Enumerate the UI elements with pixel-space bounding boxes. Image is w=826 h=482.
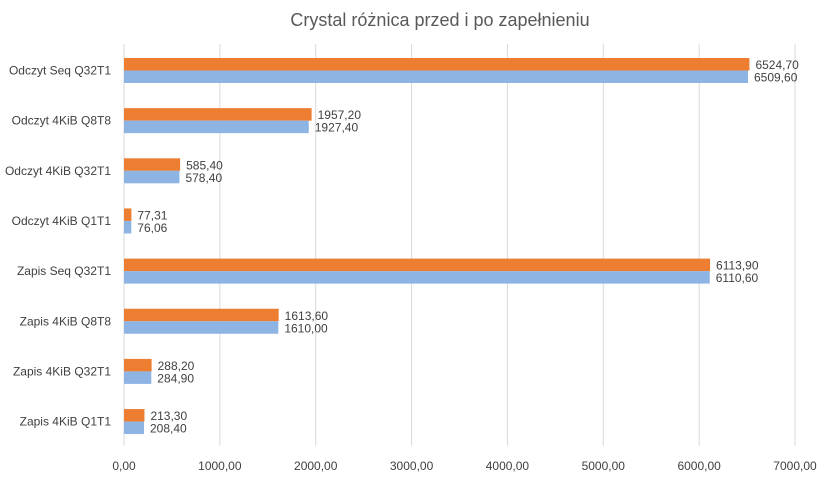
category-label: Odczyt 4KiB Q32T1 — [5, 164, 111, 178]
data-label: 77,31 — [137, 208, 167, 222]
bar — [124, 220, 132, 234]
category-label: Zapis 4KiB Q32T1 — [13, 364, 111, 378]
data-label: 578,40 — [185, 171, 222, 185]
data-label: 6110,60 — [716, 271, 759, 285]
x-tick-label: 4000,00 — [486, 459, 530, 473]
data-label: 6509,60 — [754, 71, 798, 85]
data-label: 284,90 — [157, 371, 194, 385]
bar — [124, 120, 309, 134]
x-tick-label: 2000,00 — [294, 459, 338, 473]
x-tick-label: 0,00 — [112, 459, 136, 473]
bar — [124, 308, 279, 322]
x-tick-label: 1000,00 — [198, 459, 242, 473]
chart-title: Crystal różnica przed i po zapełnieniu — [290, 10, 589, 30]
data-label: 288,20 — [158, 359, 195, 373]
data-label: 1927,40 — [315, 121, 359, 135]
bar — [124, 208, 132, 221]
data-label: 1610,00 — [284, 321, 328, 335]
bar — [124, 170, 180, 184]
x-tick-label: 7000,00 — [773, 459, 817, 473]
data-label: 1613,60 — [285, 309, 329, 323]
data-label: 1957,20 — [318, 108, 362, 122]
data-label: 6524,70 — [755, 58, 799, 72]
bar — [124, 58, 750, 71]
category-label: Odczyt Seq Q32T1 — [9, 64, 111, 78]
data-label: 76,06 — [137, 221, 167, 235]
x-tick-label: 3000,00 — [390, 459, 434, 473]
bar — [124, 108, 312, 121]
x-tick-label: 5000,00 — [582, 459, 626, 473]
bar — [124, 271, 710, 284]
data-label: 208,40 — [150, 422, 187, 436]
category-label: Zapis 4KiB Q1T1 — [20, 415, 112, 429]
bar — [124, 371, 152, 384]
category-label: Odczyt 4KiB Q8T8 — [12, 114, 112, 128]
bar — [124, 70, 748, 83]
category-label: Zapis Seq Q32T1 — [17, 264, 111, 278]
x-tick-label: 6000,00 — [677, 459, 721, 473]
category-label: Odczyt 4KiB Q1T1 — [12, 214, 112, 228]
data-label: 585,40 — [186, 158, 223, 172]
bar — [124, 258, 711, 272]
bar — [124, 358, 152, 372]
bar — [124, 409, 145, 422]
bar — [124, 158, 181, 171]
bar — [124, 321, 279, 334]
category-label: Zapis 4KiB Q8T8 — [20, 314, 112, 328]
data-label: 6113,90 — [716, 259, 759, 273]
data-label: 213,30 — [150, 409, 187, 423]
bar — [124, 421, 144, 435]
